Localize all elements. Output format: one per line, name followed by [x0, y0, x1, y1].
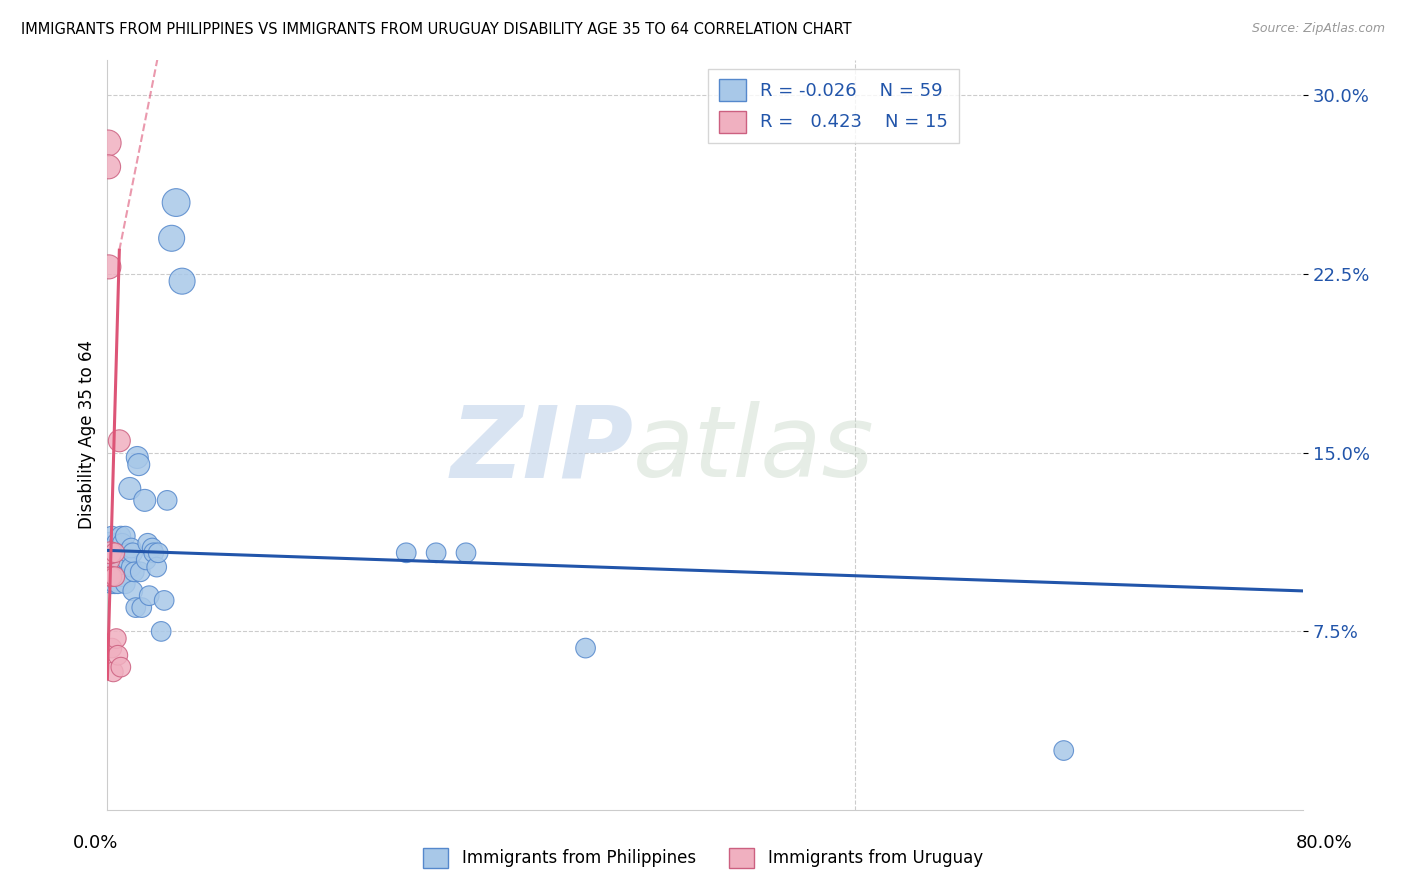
Text: IMMIGRANTS FROM PHILIPPINES VS IMMIGRANTS FROM URUGUAY DISABILITY AGE 35 TO 64 C: IMMIGRANTS FROM PHILIPPINES VS IMMIGRANT… — [21, 22, 852, 37]
Point — [121, 583, 143, 598]
Point — [111, 569, 134, 583]
Point — [574, 641, 596, 656]
Point — [101, 529, 124, 543]
Point — [97, 546, 120, 560]
Point — [104, 546, 127, 560]
Point — [160, 231, 183, 245]
Point — [101, 569, 124, 583]
Point — [101, 641, 124, 656]
Point — [120, 541, 142, 555]
Point — [454, 546, 477, 560]
Point — [103, 541, 125, 555]
Point — [97, 553, 120, 567]
Point — [110, 553, 132, 567]
Point — [141, 541, 163, 555]
Point — [98, 536, 121, 550]
Point — [172, 274, 194, 288]
Point — [136, 536, 159, 550]
Point — [97, 160, 120, 174]
Point — [120, 560, 142, 574]
Point — [142, 546, 165, 560]
Point — [115, 553, 138, 567]
Point — [98, 569, 121, 583]
Point — [153, 593, 176, 607]
Point — [108, 434, 131, 448]
Point — [135, 553, 157, 567]
Point — [125, 600, 148, 615]
Point — [131, 600, 153, 615]
Point — [101, 546, 124, 560]
Point — [165, 195, 187, 210]
Text: atlas: atlas — [633, 401, 875, 499]
Point — [108, 536, 131, 550]
Point — [108, 565, 131, 579]
Point — [101, 576, 124, 591]
Point — [105, 536, 128, 550]
Point — [107, 648, 129, 663]
Legend: R = -0.026    N = 59, R =   0.423    N = 15: R = -0.026 N = 59, R = 0.423 N = 15 — [709, 69, 959, 144]
Point — [395, 546, 418, 560]
Point — [110, 529, 132, 543]
Point — [1053, 743, 1076, 757]
Point — [97, 260, 120, 274]
Text: 80.0%: 80.0% — [1296, 834, 1353, 852]
Point — [156, 493, 179, 508]
Point — [103, 569, 125, 583]
Point — [118, 482, 141, 496]
Text: ZIP: ZIP — [450, 401, 633, 499]
Point — [124, 565, 146, 579]
Point — [114, 529, 136, 543]
Point — [117, 546, 139, 560]
Point — [129, 565, 152, 579]
Point — [104, 569, 127, 583]
Point — [98, 546, 121, 560]
Point — [97, 565, 120, 579]
Point — [103, 665, 125, 679]
Point — [138, 589, 160, 603]
Point — [150, 624, 173, 639]
Point — [104, 565, 127, 579]
Text: 0.0%: 0.0% — [73, 834, 118, 852]
Point — [105, 553, 128, 567]
Point — [101, 560, 124, 574]
Point — [121, 546, 143, 560]
Point — [98, 565, 121, 579]
Point — [134, 493, 156, 508]
Point — [104, 546, 127, 560]
Point — [148, 546, 170, 560]
Y-axis label: Disability Age 35 to 64: Disability Age 35 to 64 — [79, 341, 96, 529]
Point — [107, 546, 129, 560]
Point — [128, 458, 150, 472]
Point — [104, 576, 127, 591]
Point — [105, 632, 128, 646]
Point — [110, 660, 132, 674]
Point — [145, 560, 167, 574]
Point — [111, 536, 134, 550]
Point — [97, 136, 120, 150]
Point — [127, 450, 149, 465]
Point — [112, 546, 135, 560]
Point — [425, 546, 447, 560]
Point — [105, 569, 128, 583]
Legend: Immigrants from Philippines, Immigrants from Uruguay: Immigrants from Philippines, Immigrants … — [416, 841, 990, 875]
Text: Source: ZipAtlas.com: Source: ZipAtlas.com — [1251, 22, 1385, 36]
Point — [114, 576, 136, 591]
Point — [107, 576, 129, 591]
